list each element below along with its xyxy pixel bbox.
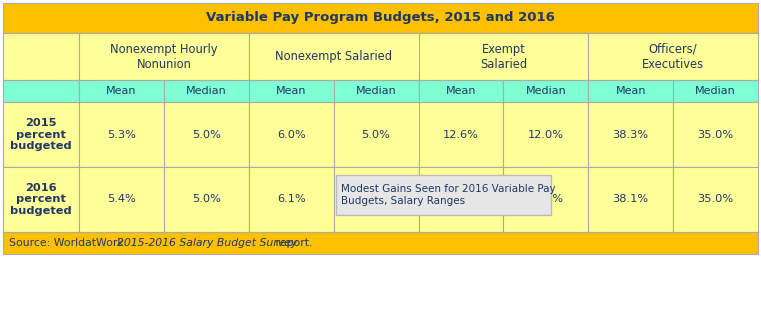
Text: 35.0%: 35.0% bbox=[698, 130, 734, 139]
Bar bbox=[79, 167, 164, 232]
Text: 2016
percent
budgeted: 2016 percent budgeted bbox=[10, 183, 72, 216]
Text: Median: Median bbox=[525, 86, 566, 96]
Bar bbox=[3, 80, 79, 102]
Bar bbox=[419, 33, 588, 80]
Text: Mean: Mean bbox=[616, 86, 646, 96]
Bar bbox=[588, 33, 758, 80]
Text: Mean: Mean bbox=[446, 86, 476, 96]
Bar bbox=[164, 102, 249, 167]
Text: Modest Gains Seen for 2016 Variable Pay
Budgets, Salary Ranges: Modest Gains Seen for 2016 Variable Pay … bbox=[341, 184, 556, 206]
Text: Nonexempt Hourly
Nonunion: Nonexempt Hourly Nonunion bbox=[110, 42, 218, 70]
Bar bbox=[336, 175, 551, 215]
Bar bbox=[673, 80, 758, 102]
Text: 12.0%: 12.0% bbox=[528, 195, 564, 204]
Text: 5.0%: 5.0% bbox=[192, 130, 221, 139]
Text: 12.6%: 12.6% bbox=[443, 130, 479, 139]
Text: 38.1%: 38.1% bbox=[613, 195, 648, 204]
Text: Nonexempt Salaried: Nonexempt Salaried bbox=[275, 50, 392, 63]
Text: Source: WorldatWork: Source: WorldatWork bbox=[9, 238, 127, 248]
Bar bbox=[419, 102, 503, 167]
Bar bbox=[673, 102, 758, 167]
Bar bbox=[503, 80, 588, 102]
Bar bbox=[419, 80, 503, 102]
Bar bbox=[503, 167, 588, 232]
Bar bbox=[333, 167, 419, 232]
Text: Median: Median bbox=[355, 86, 396, 96]
Bar bbox=[164, 167, 249, 232]
Text: 2015
percent
budgeted: 2015 percent budgeted bbox=[10, 118, 72, 151]
Text: 5.3%: 5.3% bbox=[107, 130, 136, 139]
Bar bbox=[249, 33, 419, 80]
Bar bbox=[3, 3, 758, 33]
Text: 35.0%: 35.0% bbox=[698, 195, 734, 204]
Bar bbox=[79, 102, 164, 167]
Bar bbox=[673, 167, 758, 232]
Text: 5.0%: 5.0% bbox=[361, 130, 390, 139]
Bar bbox=[3, 102, 79, 167]
Text: Officers/
Executives: Officers/ Executives bbox=[642, 42, 704, 70]
Bar bbox=[79, 33, 249, 80]
Bar bbox=[588, 80, 673, 102]
Bar bbox=[419, 167, 503, 232]
Bar bbox=[588, 102, 673, 167]
Bar bbox=[249, 80, 333, 102]
Text: 6.0%: 6.0% bbox=[277, 130, 306, 139]
Text: 6.1%: 6.1% bbox=[277, 195, 306, 204]
Text: Variable Pay Program Budgets, 2015 and 2016: Variable Pay Program Budgets, 2015 and 2… bbox=[206, 11, 555, 25]
Bar bbox=[588, 167, 673, 232]
Bar bbox=[164, 80, 249, 102]
Text: 5.0%: 5.0% bbox=[361, 195, 390, 204]
Bar bbox=[333, 80, 419, 102]
Bar bbox=[3, 232, 758, 254]
Text: report.: report. bbox=[272, 238, 312, 248]
Bar bbox=[503, 102, 588, 167]
Bar bbox=[333, 102, 419, 167]
Text: 5.4%: 5.4% bbox=[107, 195, 135, 204]
Text: 12.0%: 12.0% bbox=[528, 130, 564, 139]
Bar bbox=[249, 102, 333, 167]
Text: Mean: Mean bbox=[107, 86, 137, 96]
Text: Mean: Mean bbox=[276, 86, 307, 96]
Text: 12.7%: 12.7% bbox=[443, 195, 479, 204]
Bar bbox=[249, 167, 333, 232]
Text: 38.3%: 38.3% bbox=[613, 130, 648, 139]
Bar bbox=[3, 167, 79, 232]
Bar bbox=[79, 80, 164, 102]
Text: 5.0%: 5.0% bbox=[192, 195, 221, 204]
Text: 2015-2016 Salary Budget Survey: 2015-2016 Salary Budget Survey bbox=[117, 238, 298, 248]
Text: Median: Median bbox=[696, 86, 736, 96]
Text: Median: Median bbox=[186, 86, 227, 96]
Text: Exempt
Salaried: Exempt Salaried bbox=[480, 42, 527, 70]
Bar bbox=[3, 33, 79, 80]
